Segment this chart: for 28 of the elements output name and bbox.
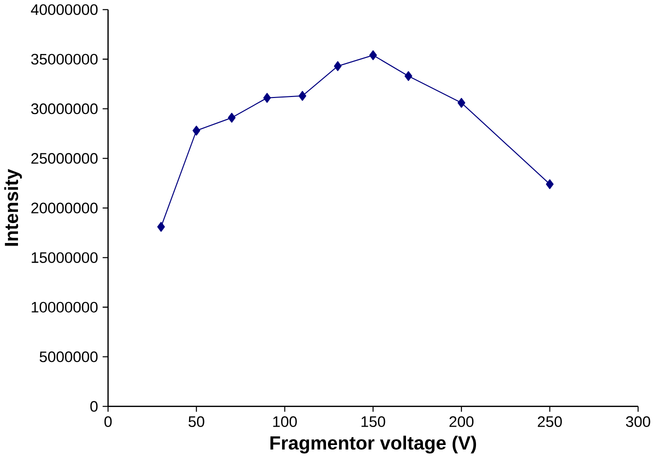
point	[546, 179, 554, 190]
point	[334, 61, 342, 72]
point	[192, 126, 200, 136]
y-tick-label: 20000000	[31, 202, 98, 214]
point	[228, 112, 236, 123]
y-tick-label: 5000000	[40, 352, 98, 362]
y-tick-label: 40000000	[30, 4, 98, 16]
y-tick-label: 15000000	[32, 252, 98, 264]
point	[298, 91, 306, 101]
x-tick-label: 150	[362, 416, 386, 428]
point	[263, 93, 271, 103]
y-axis-title: Intensity	[4, 169, 22, 246]
point	[157, 222, 165, 232]
x-tick-label: 50	[188, 416, 204, 428]
y-tick-label: 35000000	[31, 54, 98, 65]
point	[458, 98, 466, 108]
point	[404, 71, 412, 82]
x-tick-label: 100	[273, 416, 297, 428]
y-tick-label: 25000000	[31, 153, 98, 164]
y-tick-label: 30000000	[31, 104, 98, 114]
x-tick-label: 250	[538, 416, 562, 428]
y-tick-label: 0	[90, 401, 98, 412]
x-axis-title: Fragmentor voltage (V)	[270, 436, 476, 454]
y-tick-label: 10000000	[32, 302, 98, 313]
x-tick-label: 300	[626, 416, 650, 428]
point	[369, 50, 377, 60]
x-tick-label: 200	[450, 416, 474, 428]
x-tick-label: 0	[104, 416, 112, 428]
